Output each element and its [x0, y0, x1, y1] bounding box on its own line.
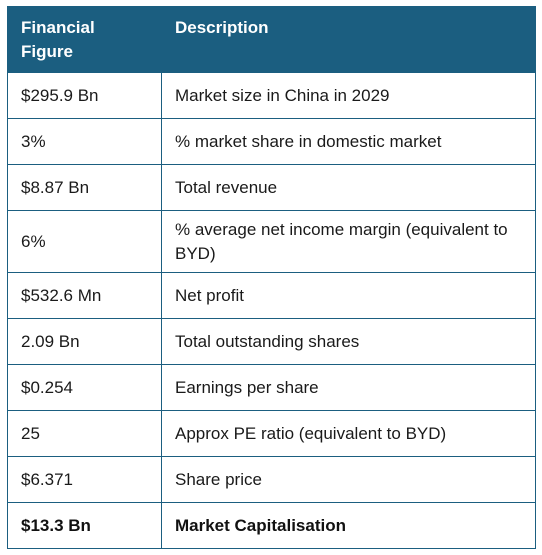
table-row-total: $13.3 Bn Market Capitalisation	[7, 502, 536, 549]
table-row: 3% % market share in domestic market	[7, 118, 536, 165]
description-cell: % market share in domestic market	[161, 118, 536, 165]
description-cell: Earnings per share	[161, 364, 536, 411]
table-row: $0.254 Earnings per share	[7, 364, 536, 411]
description-cell: Market Capitalisation	[161, 502, 536, 549]
financial-table-container: Financial Figure Description $295.9 Bn M…	[7, 6, 536, 549]
figure-cell: $6.371	[7, 456, 162, 503]
figure-cell: $295.9 Bn	[7, 72, 162, 119]
table-row: 2.09 Bn Total outstanding shares	[7, 318, 536, 365]
figure-cell: $0.254	[7, 364, 162, 411]
figure-cell: 2.09 Bn	[7, 318, 162, 365]
description-cell: Approx PE ratio (equivalent to BYD)	[161, 410, 536, 457]
header-description: Description	[161, 6, 536, 73]
header-financial-figure: Financial Figure	[7, 6, 162, 73]
figure-cell: 6%	[7, 210, 162, 273]
description-cell: Total revenue	[161, 164, 536, 211]
description-cell: Total outstanding shares	[161, 318, 536, 365]
table-row: 25 Approx PE ratio (equivalent to BYD)	[7, 410, 536, 457]
table-row: $532.6 Mn Net profit	[7, 272, 536, 319]
table-row: $295.9 Bn Market size in China in 2029	[7, 72, 536, 119]
table-row: $8.87 Bn Total revenue	[7, 164, 536, 211]
table-row: 6% % average net income margin (equivale…	[7, 210, 536, 273]
figure-cell: $532.6 Mn	[7, 272, 162, 319]
description-cell: Market size in China in 2029	[161, 72, 536, 119]
figure-cell: $8.87 Bn	[7, 164, 162, 211]
header-row: Financial Figure Description	[7, 6, 536, 73]
table-row: $6.371 Share price	[7, 456, 536, 503]
financial-table: Financial Figure Description $295.9 Bn M…	[7, 6, 536, 549]
figure-cell: 3%	[7, 118, 162, 165]
description-cell: Net profit	[161, 272, 536, 319]
figure-cell: 25	[7, 410, 162, 457]
description-cell: % average net income margin (equivalent …	[161, 210, 536, 273]
figure-cell: $13.3 Bn	[7, 502, 162, 549]
description-cell: Share price	[161, 456, 536, 503]
